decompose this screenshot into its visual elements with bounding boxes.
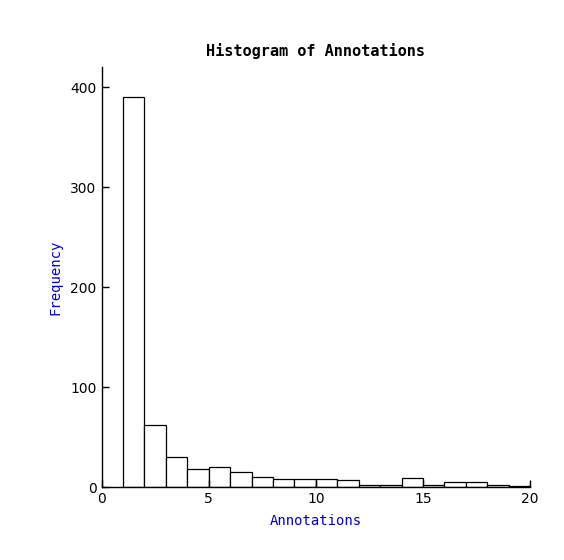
Bar (487, 485, 509, 487)
Title: Histogram of Annotations: Histogram of Annotations (206, 43, 425, 59)
Bar (402, 478, 423, 487)
Bar (316, 479, 337, 487)
Bar (359, 485, 380, 487)
Bar (123, 97, 144, 487)
Bar (337, 480, 359, 487)
Bar (230, 472, 252, 487)
X-axis label: Annotations: Annotations (270, 515, 362, 529)
Bar (209, 467, 230, 487)
Bar (144, 425, 166, 487)
Y-axis label: Frequency: Frequency (48, 240, 62, 315)
Bar (530, 482, 552, 487)
Bar (166, 457, 187, 487)
Bar (380, 485, 402, 487)
Bar (444, 482, 466, 487)
Bar (273, 479, 294, 487)
Bar (294, 479, 316, 487)
Bar (466, 482, 487, 487)
Bar (509, 486, 530, 487)
Bar (187, 469, 209, 487)
Bar (423, 485, 444, 487)
Bar (252, 477, 273, 487)
